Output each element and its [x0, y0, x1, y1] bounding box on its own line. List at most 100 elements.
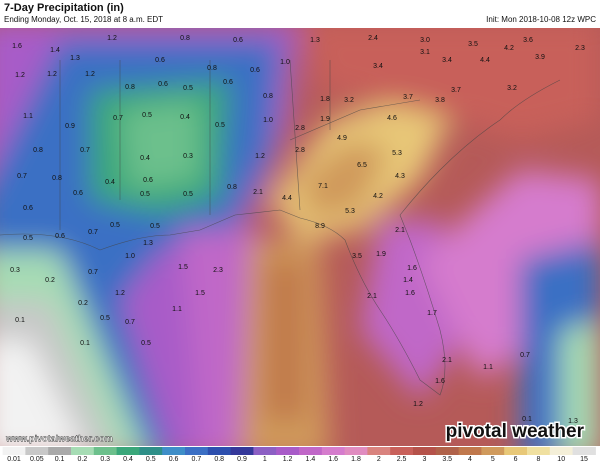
map-value-label: 0.1 [522, 416, 532, 423]
map-value-label: 1.3 [568, 418, 578, 425]
init-time: Init: Mon 2018-10-08 12z WPC [486, 15, 596, 24]
colorbar-swatch [435, 447, 460, 455]
map-value-label: 0.4 [140, 155, 150, 162]
map-value-label: 2.8 [295, 125, 305, 132]
map-value-label: 1.3 [70, 55, 80, 62]
colorbar-swatch [367, 447, 391, 455]
colorbar-swatch [2, 447, 26, 455]
colorbar-label: 0.3 [100, 456, 110, 463]
map-value-label: 0.6 [143, 177, 153, 184]
map-value-label: 3.4 [373, 63, 383, 70]
colorbar-swatch [276, 447, 300, 455]
colorbar-swatch [549, 447, 574, 455]
map-value-label: 4.3 [395, 173, 405, 180]
map-value-label: 3.1 [420, 49, 430, 56]
colorbar: 0.01 0.05 0.1 0.2 0.3 0.4 0.5 0.6 0.7 0.8 0.9 1 1.2 1… [0, 446, 600, 464]
colorbar-swatch [25, 447, 49, 455]
map-value-label: 0.7 [17, 173, 27, 180]
map-value-label: 0.5 [140, 191, 150, 198]
map-value-label: 0.7 [520, 352, 530, 359]
map-value-label: 2.1 [442, 357, 452, 364]
map-value-label: 4.2 [504, 45, 514, 52]
map-value-label: 3.0 [420, 37, 430, 44]
map-value-label: 1.2 [107, 35, 117, 42]
map-value-label: 1.2 [47, 71, 57, 78]
colorbar-swatch [527, 447, 551, 455]
map-value-label: 1.4 [50, 47, 60, 54]
map-value-label: 0.4 [180, 114, 190, 121]
map-value-label: 1.0 [263, 117, 273, 124]
colorbar-label: 0.01 [7, 456, 21, 463]
map-value-label: 1.6 [435, 378, 445, 385]
colorbar-swatch [230, 447, 254, 455]
map-value-label: 0.1 [15, 317, 25, 324]
map-value-label: 1.1 [172, 306, 182, 313]
map-value-label: 2.8 [295, 147, 305, 154]
map-value-label: 0.7 [80, 147, 90, 154]
map-value-label: 0.5 [183, 85, 193, 92]
colorbar-label: 0.6 [169, 456, 179, 463]
map-value-label: 1.6 [407, 265, 417, 272]
map-value-label: 2.3 [213, 267, 223, 274]
map-value-label: 7.1 [318, 183, 328, 190]
map-value-label: 1.7 [427, 310, 437, 317]
colorbar-swatch [139, 447, 163, 455]
map-labels: 1.6 1.4 1.2 0.8 0.6 1.3 1.2 1.2 1.2 0.6 0.6 0.8 1.0 1… [10, 35, 585, 425]
map-value-label: 5.3 [345, 208, 355, 215]
colorbar-swatch [413, 447, 437, 455]
map-value-label: 3.6 [523, 37, 533, 44]
map-value-label: 0.6 [55, 233, 65, 240]
map-value-label: 0.3 [183, 153, 193, 160]
colorbar-label: 0.05 [30, 456, 44, 463]
map-value-label: 0.8 [180, 35, 190, 42]
logo: pivotal weather [446, 421, 585, 442]
map-value-label: 8.9 [315, 223, 325, 230]
map-value-label: 0.5 [110, 222, 120, 229]
colorbar-swatch [572, 447, 596, 455]
map-value-label: 0.5 [183, 191, 193, 198]
map-value-label: 0.2 [45, 277, 55, 284]
colorbar-swatch [93, 447, 118, 455]
map-value-label: 0.5 [23, 235, 33, 242]
map-value-label: 2.1 [253, 189, 263, 196]
map-value-label: 0.7 [125, 319, 135, 326]
map-value-label: 0.5 [150, 223, 160, 230]
colorbar-swatch [207, 447, 232, 455]
map-value-label: 1.1 [483, 364, 493, 371]
colorbar-label: 15 [580, 456, 588, 463]
colorbar-label: 1.6 [328, 456, 338, 463]
colorbar-label: 1.2 [283, 456, 293, 463]
map-value-label: 2.1 [395, 227, 405, 234]
colorbar-swatch [185, 447, 209, 455]
map-value-label: 3.5 [352, 253, 362, 260]
map-value-label: 0.6 [158, 81, 168, 88]
title: 7-Day Precipitation (in) [4, 2, 124, 14]
map-value-label: 1.0 [125, 253, 135, 260]
map-value-label: 0.6 [155, 57, 165, 64]
map-value-label: 0.8 [125, 84, 135, 91]
subtitle: Ending Monday, Oct. 15, 2018 at 8 a.m. E… [4, 15, 163, 24]
map-value-label: 0.6 [23, 205, 33, 212]
map-value-label: 2.3 [575, 45, 585, 52]
colorbar-label: 3.5 [442, 456, 452, 463]
colorbar-swatch [481, 447, 505, 455]
map-value-label: 0.5 [141, 340, 151, 347]
map-value-label: 0.7 [113, 115, 123, 122]
map-value-label: 0.8 [263, 93, 273, 100]
map-value-label: 1.2 [15, 72, 25, 79]
map-value-label: 0.6 [233, 37, 243, 44]
colorbar-label: 2 [377, 456, 381, 463]
map-value-label: 1.5 [178, 264, 188, 271]
map-value-label: 3.7 [451, 87, 461, 94]
map-value-label: 0.8 [52, 175, 62, 182]
colorbar-swatch [321, 447, 346, 455]
colorbar-label: 0.7 [192, 456, 202, 463]
map-value-label: 0.9 [65, 123, 75, 130]
map-value-label: 0.3 [10, 267, 20, 274]
map-value-label: 0.8 [207, 65, 217, 72]
map-value-label: 1.2 [85, 71, 95, 78]
map-value-label: 1.1 [23, 113, 33, 120]
map-value-label: 1.2 [413, 401, 423, 408]
map-value-label: 3.8 [435, 97, 445, 104]
